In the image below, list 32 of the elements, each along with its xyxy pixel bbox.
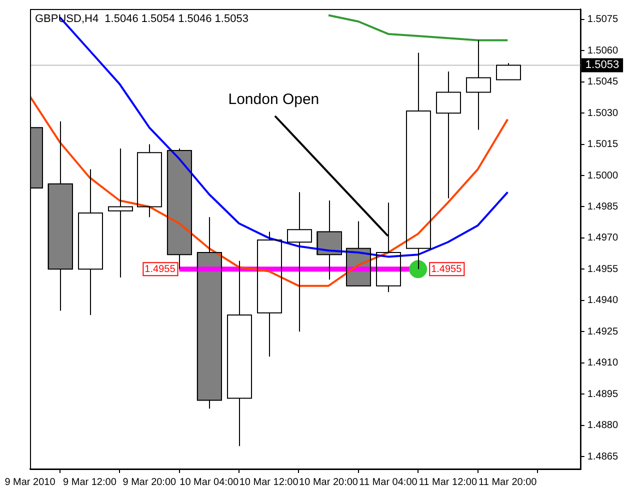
data-label: 1.4955 xyxy=(144,264,176,275)
x-tick-label: 10 Mar 04:00 xyxy=(180,476,240,488)
y-tick-label: 1.4970 xyxy=(587,232,618,244)
x-tick-label: 11 Mar 20:00 xyxy=(478,476,538,488)
y-tick-label: 1.5060 xyxy=(587,45,618,56)
y-tick-label: 1.5015 xyxy=(587,139,618,150)
y-tick-label: 1.4865 xyxy=(587,451,618,462)
data-label: 1.4955 xyxy=(431,264,462,275)
y-tick-label: 1.4910 xyxy=(587,358,618,369)
x-tick-label: 10 Mar 20:00 xyxy=(299,476,358,488)
x-tick-label: 9 Mar 2010 xyxy=(4,476,56,488)
annotation: London Open xyxy=(228,91,320,108)
candlestick xyxy=(48,120,73,312)
y-tick-label: 1.4880 xyxy=(587,420,618,432)
y-tick-label: 1.4895 xyxy=(587,388,618,400)
y-tick-label: 1.5030 xyxy=(587,108,618,119)
x-tick-label: 9 Mar 12:00 xyxy=(63,476,117,488)
candlestick xyxy=(137,144,162,218)
x-tick-label: 11 Mar 04:00 xyxy=(359,476,418,488)
y-tick-label: 1.4940 xyxy=(587,295,618,306)
y-tick-label: 1.5000 xyxy=(587,170,618,182)
candlestick xyxy=(227,260,252,447)
y-tick-label: 1.5045 xyxy=(587,76,618,88)
y-tick-label: 1.4955 xyxy=(587,264,618,275)
y-tick-label: 1.5075 xyxy=(587,14,618,26)
y-tick-label: 1.4925 xyxy=(587,326,618,338)
x-tick-label: 9 Mar 20:00 xyxy=(122,476,177,488)
x-tick-label: 11 Mar 12:00 xyxy=(418,476,478,488)
y-tick-label: 1.4985 xyxy=(587,201,618,212)
candlestick xyxy=(78,168,103,316)
ref-line-label: 1.5053 xyxy=(585,59,620,72)
x-tick-label: 10 Mar 12:00 xyxy=(239,476,299,488)
